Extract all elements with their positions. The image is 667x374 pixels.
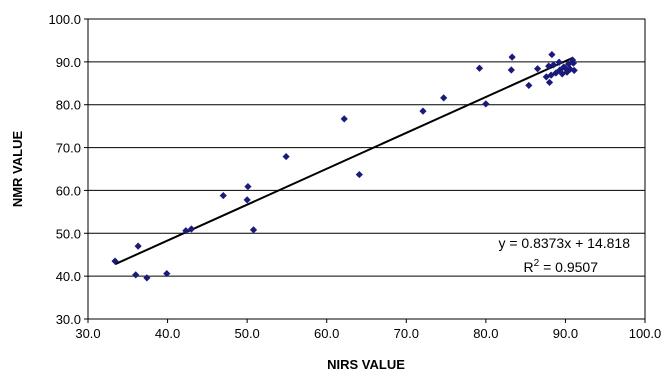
- data-point: [545, 78, 554, 87]
- x-tick-label: 80.0: [473, 326, 498, 341]
- y-tick-label: 100.0: [48, 12, 81, 27]
- data-point: [132, 271, 140, 279]
- data-point: [419, 107, 427, 115]
- data-point: [219, 191, 227, 200]
- x-tick-label: 100.0: [629, 326, 662, 341]
- trendline-equation: y = 0.8373x + 14.818: [498, 235, 630, 251]
- data-point: [134, 242, 142, 250]
- data-point: [565, 60, 573, 68]
- x-axis: 30.0 40.0 50.0 60.0 70.0 80.0 90.0 100.0: [75, 319, 661, 341]
- y-tick-label: 60.0: [56, 183, 81, 198]
- y-tick-label: 40.0: [56, 269, 81, 284]
- x-tick-label: 60.0: [314, 326, 339, 341]
- y-tick-label: 30.0: [56, 312, 81, 327]
- x-tick-label: 70.0: [394, 326, 419, 341]
- data-point: [533, 65, 542, 73]
- data-point: [249, 226, 258, 234]
- data-point: [187, 225, 196, 233]
- x-tick-label: 30.0: [75, 326, 100, 341]
- data-point: [549, 61, 558, 69]
- data-point: [545, 62, 553, 70]
- x-tick-label: 50.0: [234, 326, 259, 341]
- data-points: [111, 50, 578, 282]
- data-point: [355, 170, 363, 179]
- r-squared-superscript: 2: [534, 258, 540, 269]
- data-point: [508, 53, 516, 61]
- data-point: [475, 64, 484, 72]
- data-point: [542, 73, 550, 81]
- data-point: [163, 269, 171, 278]
- y-tick-label: 70.0: [56, 141, 81, 156]
- x-tick-label: 90.0: [553, 326, 578, 341]
- x-axis-title: NIRS VALUE: [327, 357, 405, 372]
- data-point: [568, 56, 577, 64]
- data-point: [282, 152, 290, 161]
- r-squared-symbol: R: [524, 259, 534, 275]
- r-squared-label: R2 = 0.9507: [524, 258, 599, 275]
- data-point: [143, 274, 151, 282]
- data-point: [556, 66, 564, 74]
- data-point: [340, 115, 348, 123]
- data-point: [555, 58, 563, 66]
- y-axis: 30.0 40.0 50.0 60.0 70.0 80.0 90.0 100.0: [48, 12, 88, 327]
- data-point: [570, 66, 578, 75]
- data-point: [507, 66, 515, 74]
- data-point: [243, 196, 251, 204]
- data-point: [482, 100, 490, 108]
- plot-frame: [87, 18, 646, 320]
- y-tick-label: 90.0: [56, 55, 81, 70]
- y-axis-title: NMR VALUE: [10, 131, 25, 208]
- data-point: [552, 69, 560, 77]
- data-point: [111, 257, 119, 265]
- r-squared-value: = 0.9507: [539, 259, 598, 275]
- y-tick-label: 50.0: [56, 226, 81, 241]
- y-tick-label: 80.0: [56, 98, 81, 113]
- grid-lines: [88, 61, 645, 277]
- data-point: [440, 94, 448, 102]
- data-point: [569, 59, 577, 67]
- x-tick-label: 40.0: [155, 326, 180, 341]
- data-point: [182, 227, 190, 235]
- data-point: [548, 50, 556, 59]
- data-point: [244, 182, 252, 191]
- data-point: [525, 81, 533, 90]
